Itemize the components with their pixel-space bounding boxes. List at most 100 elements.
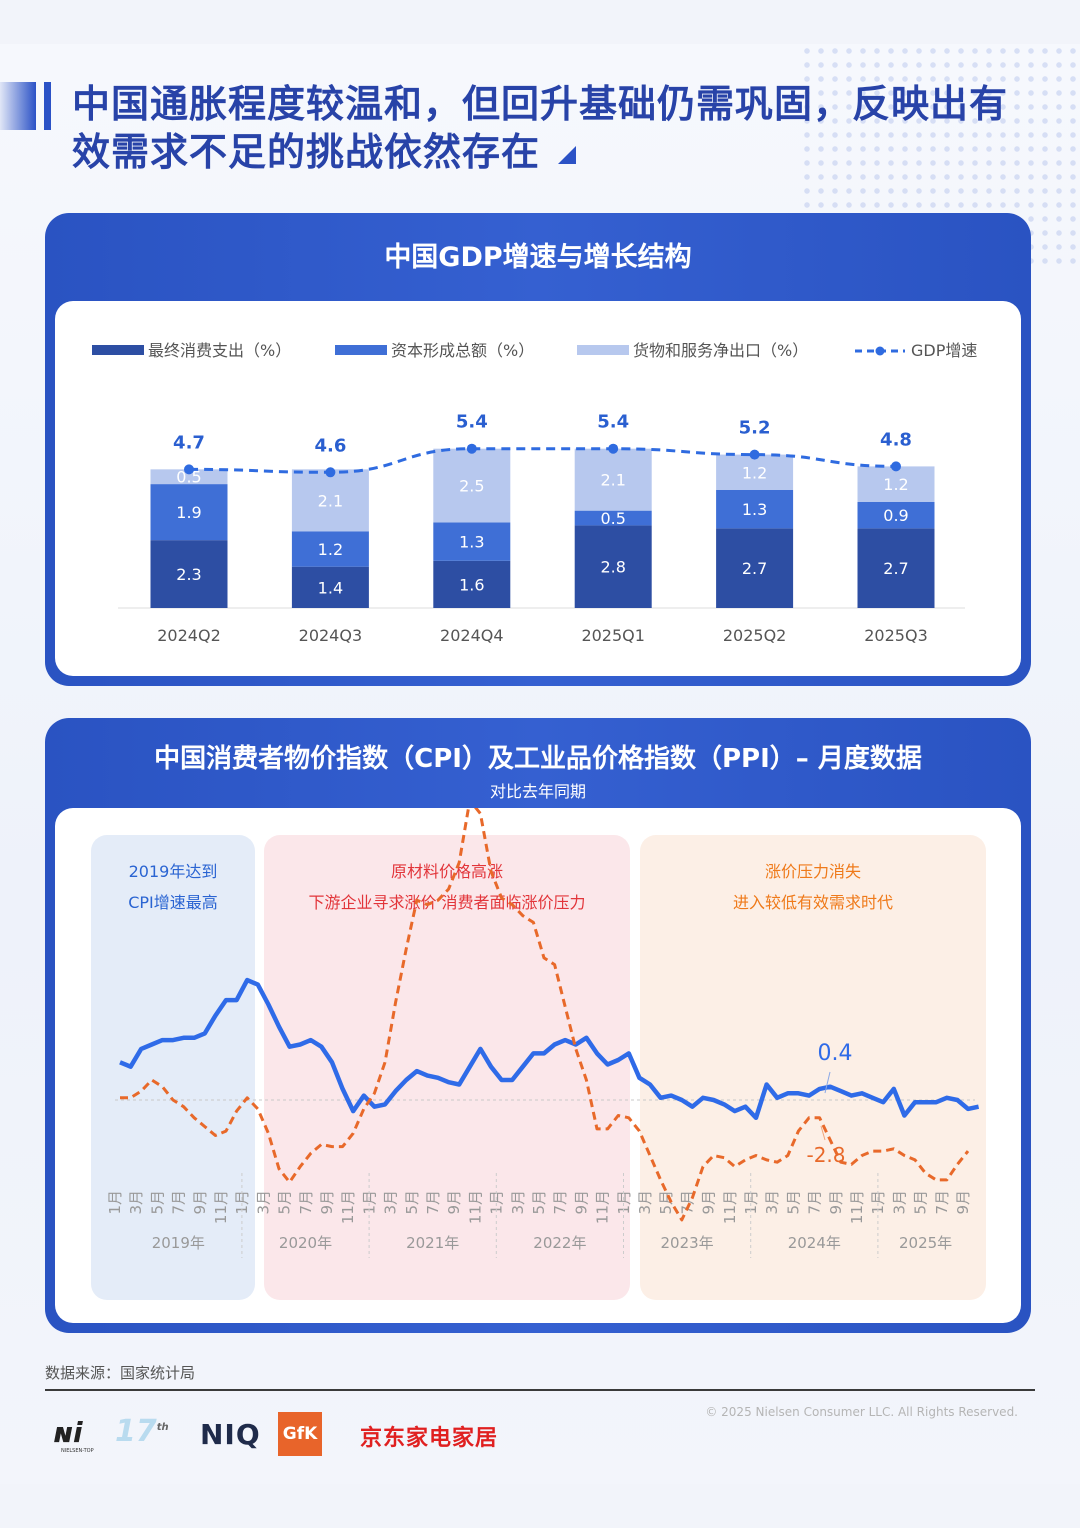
bar-2024Q3-seg0 [291,566,369,608]
month-tick-label: 5月 [276,1190,294,1215]
gdp-point [891,461,901,472]
month-tick-label: 5月 [657,1190,675,1215]
month-tick-label: 7月 [297,1190,315,1215]
month-tick-label: 3月 [890,1190,908,1215]
bar-label-2025Q2-seg1: 1.3 [742,500,767,519]
cpi-latest-value: 0.4 [818,1041,853,1066]
headline-accent-bar [0,82,36,130]
gdp-point [325,467,336,478]
bar-2024Q3-seg2 [291,469,369,532]
month-tick-label: 3月 [254,1190,272,1215]
month-tick-label: 5月 [530,1190,548,1215]
ppi-line [120,808,970,1222]
footer-divider [45,1389,1035,1391]
gdp-value-label: 4.7 [173,432,205,453]
month-tick-label: 5月 [784,1190,802,1215]
gdp-point [184,464,194,475]
bar-label-2025Q1-seg2: 2.1 [600,471,625,490]
month-tick-label: 3月 [509,1190,527,1215]
legend-label-2: 货物和服务净出口（%） [633,341,808,360]
data-source-note: 数据来源：国家统计局 [45,1364,196,1382]
bar-2025Q3-seg2 [857,466,935,502]
month-tick-label: 1月 [233,1190,251,1215]
gfk-logo: GfK [278,1412,322,1456]
bar-label-2024Q3-seg0: 1.4 [318,578,343,597]
month-tick-label: 11月 [212,1190,230,1224]
cpi-ppi-chart-title: 中国消费者物价指数（CPI）及工业品价格指数（PPI）– 月度数据 [154,744,922,774]
gdp-chart-panel: 中国GDP增速与增长结构 最终消费支出（%） 资本形成总额（%） 货物和服务净出口（… [45,213,1031,686]
month-tick-label: 1月 [869,1190,887,1215]
year-label: 2021年 [406,1234,459,1252]
gdp-value-label: 4.6 [314,435,346,456]
bar-label-2025Q3-seg1: 0.9 [883,506,908,525]
year-label: 2023年 [661,1234,714,1252]
bar-2024Q3-seg1 [291,531,369,567]
month-tick-label: 11月 [339,1190,357,1224]
month-tick-label: 7月 [424,1190,442,1215]
anniversary-number: 17 [115,1414,157,1449]
cpi-ppi-chart-card: 2019年达到 CPI增速最高 原材料价格高涨 下游企业寻求涨价 消费者面临涨价压力 涨… [55,808,1021,1323]
ni-logo: ɴi [55,1416,83,1449]
month-tick-label: 9月 [700,1190,718,1215]
month-tick-label: 1月 [360,1190,378,1215]
ppi-latest-value: -2.8 [806,1143,845,1167]
gdp-point [466,443,477,454]
month-tick-label: 1月 [106,1190,124,1215]
year-label: 2024年 [788,1234,841,1252]
month-tick-label: 5月 [912,1190,930,1215]
month-tick-label: 7月 [551,1190,569,1215]
legend-gdp-marker [875,346,885,356]
cpi-annotation-leader [824,1071,831,1094]
zone-background-0 [91,835,255,1300]
bar-2025Q1-seg1 [574,510,652,526]
bar-label-2025Q1-seg1: 0.5 [600,509,625,528]
month-tick-label: 7月 [933,1190,951,1215]
month-tick-label: 11月 [721,1190,739,1224]
month-tick-label: 11月 [848,1190,866,1224]
headline-triangle-icon [558,145,577,164]
month-tick-label: 1月 [488,1190,506,1215]
legend-label-0: 最终消费支出（%） [148,341,291,360]
x-tick-label: 2025Q3 [864,626,928,645]
zone-caption-2: 进入较低有效需求时代 [733,893,893,912]
headline-accent-stripe [44,82,51,130]
bar-2024Q4-seg1 [433,522,511,561]
x-tick-label: 2024Q4 [440,626,504,645]
month-tick-label: 7月 [806,1190,824,1215]
x-tick-label: 2025Q2 [723,626,787,645]
year-label: 2019年 [152,1234,205,1252]
gdp-value-label: 5.4 [456,412,488,433]
legend-swatch-0 [92,345,144,355]
bar-2024Q2-seg2 [150,469,228,485]
bar-label-2024Q4-seg1: 1.3 [459,533,484,552]
month-tick-label: 3月 [382,1190,400,1215]
month-tick-label: 9月 [827,1190,845,1215]
bar-2025Q2-seg1 [716,490,794,529]
month-tick-label: 1月 [615,1190,633,1215]
year-label: 2020年 [279,1234,332,1252]
x-tick-label: 2024Q3 [299,626,363,645]
bar-label-2024Q2-seg2: 0.5 [176,468,201,487]
partner-logos: ɴi NIELSEN-TOP 17th NIQ GfK 京东家电家居 [55,1412,575,1458]
bar-2024Q4-seg0 [433,560,511,608]
gdp-point [749,449,760,460]
month-tick-label: 3月 [763,1190,781,1215]
gdp-value-label: 5.4 [597,412,629,433]
bar-2025Q3-seg0 [857,528,935,608]
legend-label-1: 资本形成总额（%） [391,341,534,360]
bar-2024Q2-seg0 [150,540,228,608]
bar-2025Q2-seg0 [716,528,794,608]
zone-title-0: 2019年达到 [129,862,218,881]
month-tick-label: 3月 [127,1190,145,1215]
month-tick-label: 9月 [954,1190,972,1215]
month-tick-label: 5月 [148,1190,166,1215]
zone-background-1 [264,835,630,1300]
bar-label-2024Q2-seg0: 2.3 [176,565,201,584]
bar-label-2024Q2-seg1: 1.9 [176,503,201,522]
zone-background-2 [640,835,986,1300]
gdp-stacked-bar-chart: 最终消费支出（%） 资本形成总额（%） 货物和服务净出口（%） GDP增速 2.3 1.9… [92,341,977,645]
headline-text: 中国通胀程度较温和，但回升基础仍需巩固，反映出有效需求不足的挑战依然存在 [72,82,1009,174]
year-label: 2025年 [899,1234,952,1252]
page-headline: 中国通胀程度较温和，但回升基础仍需巩固，反映出有效需求不足的挑战依然存在 [72,80,1032,176]
